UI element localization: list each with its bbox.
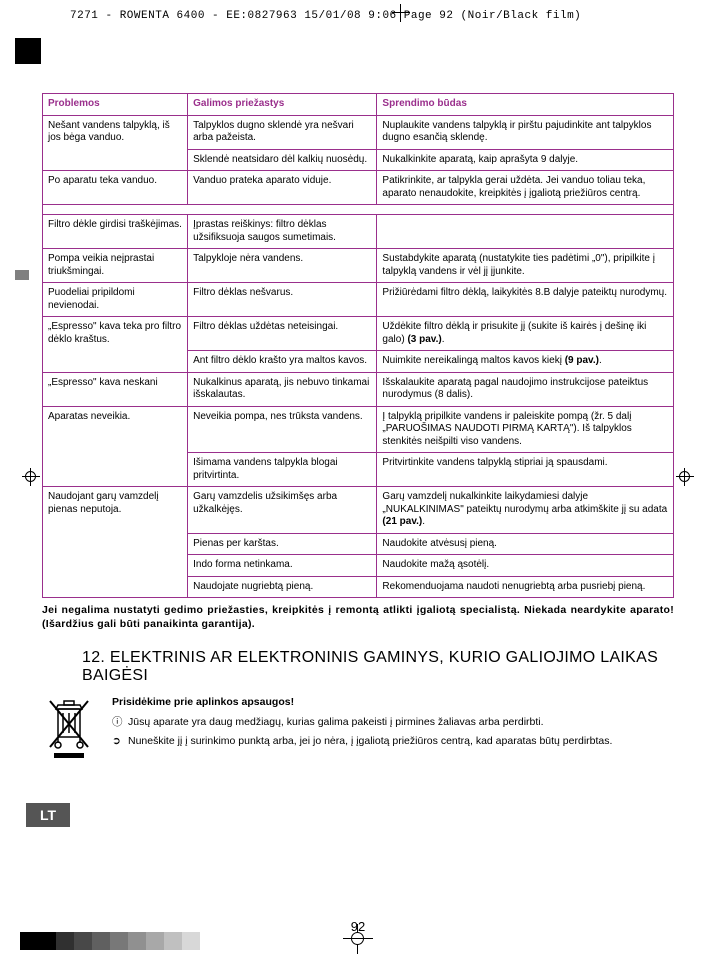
table-row: Pompa veikia neįprastai triukšmingai.Tal… <box>43 249 674 283</box>
eco-heading: Prisidėkime prie aplinkos apsaugos! <box>112 695 674 709</box>
bullet-icon: ➲ <box>112 734 128 748</box>
eco-list-item: ➲Nuneškite jį į surinkimo punktą arba, j… <box>112 734 674 748</box>
troubleshooting-table: ProblemosGalimos priežastysSprendimo būd… <box>42 93 674 598</box>
table-row: Naudojant garų vamzdelį pienas neputoja.… <box>43 487 674 534</box>
table-row: „Espresso" kava neskaniNukalkinus aparat… <box>43 372 674 406</box>
bullet-icon: ⓘ <box>112 715 128 729</box>
crop-mark-left <box>22 468 40 486</box>
table-row: Nešant vandens talpyklą, iš jos bėga van… <box>43 115 674 149</box>
table-header: Galimos priežastys <box>188 94 377 116</box>
warranty-note: Jei negalima nustatyti gedimo priežastie… <box>42 604 674 631</box>
crop-mark-bottom <box>343 924 373 954</box>
crop-mark-top <box>392 4 410 22</box>
weee-bin-icon <box>42 695 112 763</box>
table-row: Aparatas neveikia.Neveikia pompa, nes tr… <box>43 406 674 453</box>
side-tick <box>15 270 29 280</box>
table-header: Problemos <box>43 94 188 116</box>
registration-swatches <box>20 932 200 950</box>
crop-mark-right <box>676 468 694 486</box>
table-row: Po aparatu teka vanduo.Vanduo prateka ap… <box>43 171 674 205</box>
table-row: Puodeliai pripildomi nevienodai.Filtro d… <box>43 283 674 317</box>
table-row: Filtro dėkle girdisi traškėjimas.Įprasta… <box>43 215 674 249</box>
language-badge: LT <box>26 803 70 827</box>
eco-list-item: ⓘJūsų aparate yra daug medžiagų, kurias … <box>112 715 674 729</box>
table-header: Sprendimo būdas <box>377 94 674 116</box>
section-heading: 12. ELEKTRINIS AR ELEKTRONINIS GAMINYS, … <box>82 649 674 685</box>
table-row: „Espresso" kava teka pro filtro dėklo kr… <box>43 317 674 351</box>
table-row <box>43 205 674 215</box>
print-header: 7271 - ROWENTA 6400 - EE:0827963 15/01/0… <box>70 10 581 22</box>
corner-marker <box>15 38 41 64</box>
